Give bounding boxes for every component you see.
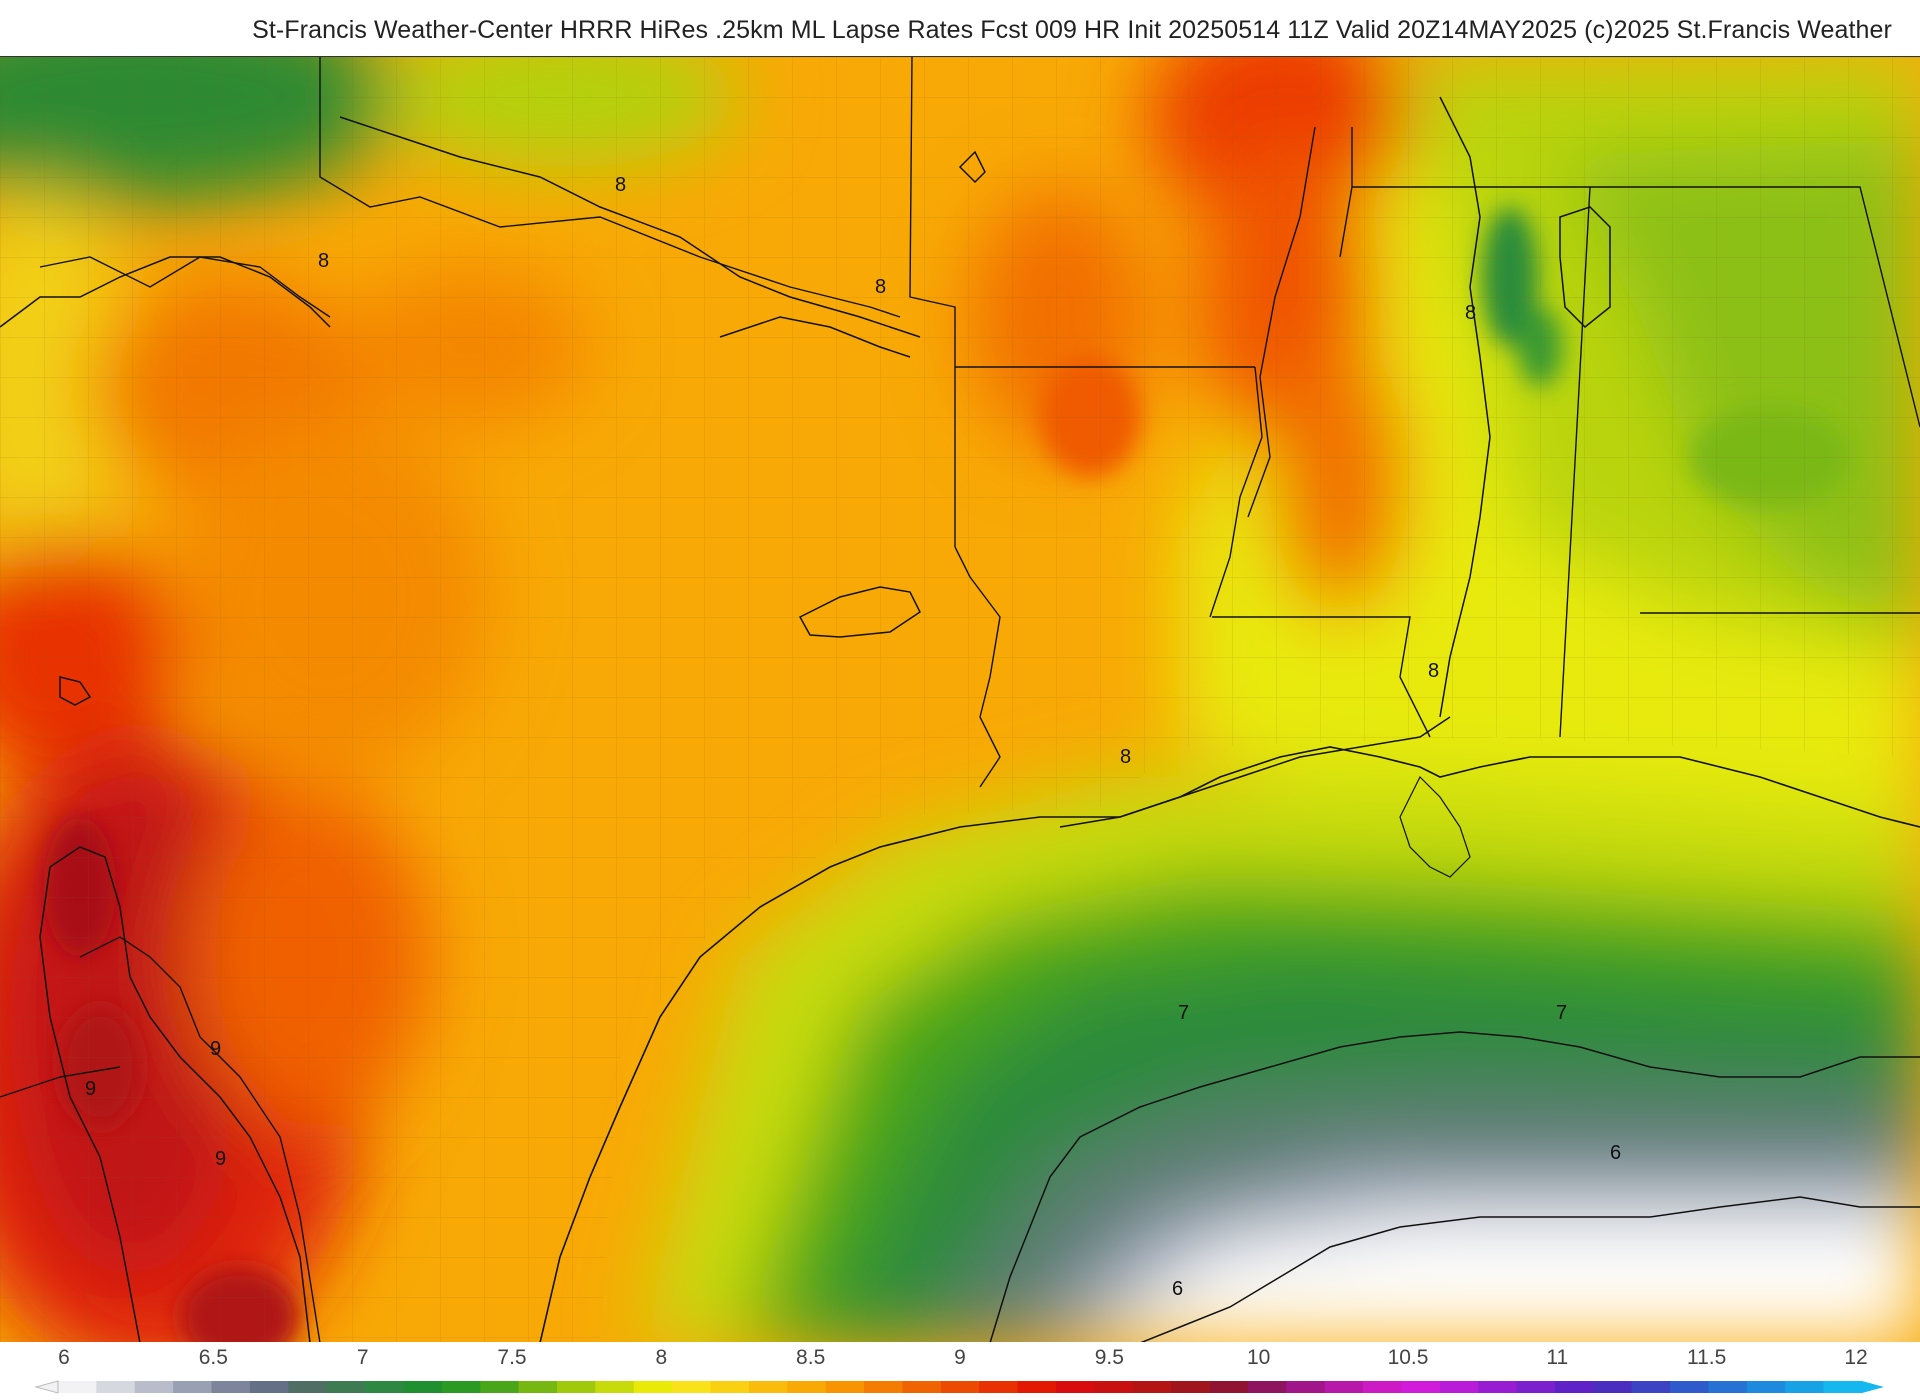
colorbar-swatch [134, 1381, 174, 1393]
colorbar-swatch [1516, 1381, 1556, 1393]
colorbar-tick-label: 10.5 [1387, 1346, 1429, 1369]
colorbar-left-arrow [34, 1380, 59, 1394]
colorbar-tick-label: 9 [954, 1346, 966, 1369]
contour-label-8-east: 8 [1465, 302, 1476, 324]
contour-label-8-coast-east: 8 [1428, 660, 1439, 682]
colorbar-swatch [365, 1381, 405, 1393]
contour-label-9-west: 9 [85, 1078, 96, 1100]
colorbar-swatch [96, 1381, 136, 1393]
colorbar-swatch [1631, 1381, 1671, 1393]
contour-label-8-west: 8 [318, 250, 329, 272]
contour-label-7-east: 7 [1556, 1002, 1567, 1024]
colorbar-swatch [1785, 1381, 1825, 1393]
colorbar-swatch [480, 1381, 520, 1393]
colorbar-tick-label: 7 [356, 1346, 369, 1369]
colorbar-swatch [173, 1381, 213, 1393]
colorbar-swatch [403, 1381, 443, 1393]
colorbar-swatch [825, 1381, 865, 1393]
colorbar-swatch [787, 1381, 827, 1393]
colorbar-tick-label: 7.5 [497, 1346, 527, 1369]
colorbar-swatch [441, 1381, 481, 1393]
colorbar-swatch [633, 1381, 673, 1393]
colorbar-tick-label: 9.5 [1094, 1346, 1124, 1369]
colorbar-swatch [1247, 1381, 1287, 1393]
colorbar-tick-label: 12 [1844, 1346, 1868, 1369]
title-bar: St-Francis Weather-Center HRRR HiRes .25… [0, 0, 1920, 56]
colorbar-tick-label: 10 [1246, 1346, 1271, 1369]
contour-label-9-south: 9 [215, 1148, 226, 1170]
colorbar-strip [34, 1380, 1884, 1394]
coastline [539, 746, 1920, 1343]
colorbar-swatch [1055, 1381, 1095, 1393]
contour-label-8-central: 8 [875, 276, 886, 298]
colorbar-tick-label: 8.5 [796, 1346, 826, 1369]
colorbar-swatch [1286, 1381, 1326, 1393]
map-frame: 8 8 8 8 8 8 9 9 9 7 7 6 6 [0, 56, 1920, 1344]
colorbar-swatch [1209, 1381, 1249, 1393]
colorbar-swatch [710, 1381, 750, 1393]
colorbar-swatch [672, 1381, 712, 1393]
colorbar-swatch [1094, 1381, 1134, 1393]
colorbar-tick-label: 6 [58, 1346, 70, 1369]
colorbar-swatch [1478, 1381, 1518, 1393]
colorbar: 6 6.5 7 7.5 8 8.5 9 9.5 10 10.5 11 11.5 12 [0, 1342, 1920, 1400]
contour-label-9-east: 9 [210, 1038, 221, 1060]
contour-labels: 8 8 8 8 8 8 9 9 9 7 7 6 6 [85, 174, 1621, 1300]
colorbar-tick-label: 11.5 [1686, 1346, 1727, 1369]
colorbar-right-arrow [1862, 1381, 1884, 1393]
colorbar-swatch [940, 1381, 980, 1393]
lapse-rate-map: 8 8 8 8 8 8 9 9 9 7 7 6 6 [0, 57, 1920, 1343]
colorbar-swatch [249, 1381, 289, 1393]
colorbar-swatch [902, 1381, 942, 1393]
colorbar-swatch [1593, 1381, 1633, 1393]
colorbar-swatch [1823, 1381, 1863, 1393]
colorbar-swatch [1363, 1381, 1403, 1393]
colorbar-swatch [748, 1381, 788, 1393]
county-grid [0, 57, 1920, 1343]
state-boundaries [0, 57, 1920, 1343]
colorbar-swatch [1324, 1381, 1364, 1393]
colorbar-swatch [288, 1381, 328, 1393]
contour-label-7-west: 7 [1178, 1002, 1189, 1024]
colorbar-swatch [1554, 1381, 1594, 1393]
colorbar-swatch [518, 1381, 558, 1393]
colorbar-swatch [979, 1381, 1019, 1393]
colorbar-tick-label: 8 [655, 1346, 668, 1369]
colorbar-swatch [1017, 1381, 1057, 1393]
colorbar-tick-label: 6.5 [198, 1346, 228, 1369]
colorbar-swatch [58, 1381, 97, 1393]
delta-outline [1399, 775, 1471, 878]
contour-label-6-east: 6 [1610, 1142, 1621, 1164]
contour-label-8-coast: 8 [1120, 746, 1131, 768]
colorbar-swatch [326, 1381, 366, 1393]
colorbar-swatch [1171, 1381, 1211, 1393]
contours [0, 96, 1920, 1343]
colorbar-swatch [864, 1381, 904, 1393]
colorbar-swatch [1132, 1381, 1172, 1393]
colorbar-swatch [1746, 1381, 1786, 1393]
colorbar-swatch [595, 1381, 635, 1393]
contour-label-6-west: 6 [1172, 1278, 1183, 1300]
map-title: St-Francis Weather-Center HRRR HiRes .25… [252, 16, 1892, 44]
colorbar-tick-label: 11 [1546, 1346, 1569, 1369]
colorbar-swatch [556, 1381, 596, 1393]
colorbar-swatch [211, 1381, 251, 1393]
colorbar-swatch [1401, 1381, 1441, 1393]
colorbar-swatch [1439, 1381, 1479, 1393]
contour-label-8-north: 8 [615, 174, 626, 196]
colorbar-swatch [1708, 1381, 1748, 1393]
colorbar-swatch [1670, 1381, 1710, 1393]
